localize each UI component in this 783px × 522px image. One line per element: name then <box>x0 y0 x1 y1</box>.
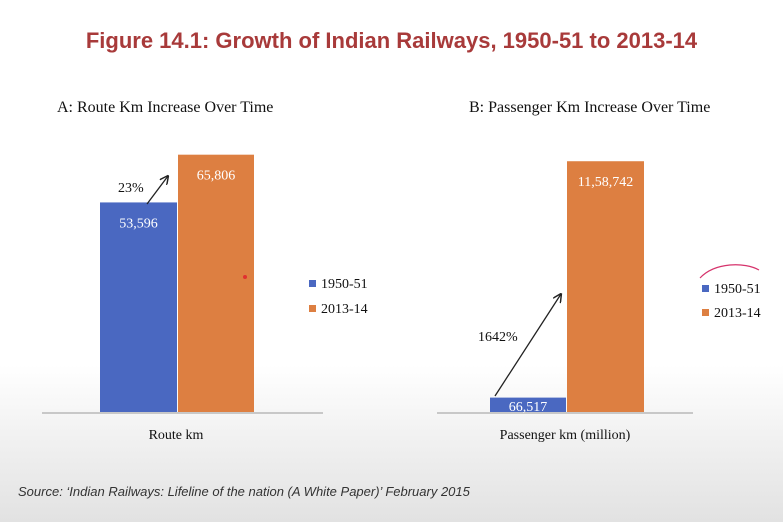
panel-b-legend-swatch-1950-51 <box>702 285 709 292</box>
figure-title: Figure 14.1: Growth of Indian Railways, … <box>85 28 698 53</box>
panel-b-chart: 66,517 11,58,742 1642% Passenger km (mil… <box>437 161 761 443</box>
panel-a-growth-annotation: 23% <box>118 181 144 196</box>
panel-a-chart: 53,596 65,806 23% Route km 1950-51 2013-… <box>42 154 368 443</box>
red-dot <box>243 275 247 279</box>
panel-b-bar-1950-51 <box>490 397 566 412</box>
panel-a-legend-swatch-2013-14 <box>309 305 316 312</box>
panel-b-value-label-2013-14: 11,58,742 <box>578 175 633 190</box>
panel-a-growth-arrow <box>146 176 168 205</box>
panel-b-title: B: Passenger Km Increase Over Time <box>469 99 711 116</box>
panel-b-value-label-1950-51: 66,517 <box>509 400 548 415</box>
panel-a-category-label: Route km <box>149 428 204 443</box>
panel-a-bar-2013-14 <box>178 154 254 412</box>
panel-b-bar-2013-14 <box>567 161 644 412</box>
source-note: Source: ‘Indian Railways: Lifeline of th… <box>18 484 470 499</box>
handwritten-mark <box>699 264 760 279</box>
panel-b-growth-annotation: 1642% <box>478 330 518 345</box>
panel-b-legend-1950-51: 1950-51 <box>714 282 761 297</box>
panel-a-bar-1950-51 <box>100 202 177 412</box>
panel-a-title: A: Route Km Increase Over Time <box>57 99 274 116</box>
panel-a-legend-swatch-1950-51 <box>309 280 316 287</box>
panel-b-category-label: Passenger km (million) <box>500 428 631 443</box>
panel-a-value-label-1950-51: 53,596 <box>119 216 158 231</box>
panel-b-growth-arrow <box>494 294 561 397</box>
panel-a-value-label-2013-14: 65,806 <box>197 169 236 184</box>
panel-a-legend-2013-14: 2013-14 <box>321 302 368 317</box>
panel-a-legend-1950-51: 1950-51 <box>321 277 368 292</box>
panel-b-legend-2013-14: 2013-14 <box>714 306 761 321</box>
panel-b-legend-swatch-2013-14 <box>702 309 709 316</box>
